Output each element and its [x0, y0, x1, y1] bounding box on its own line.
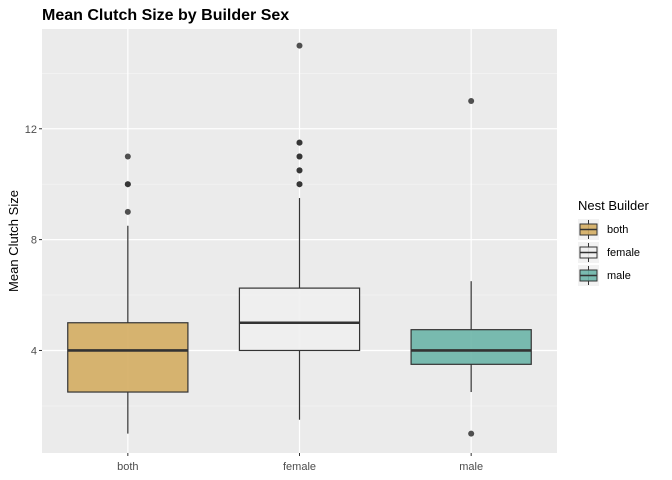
boxes-layer	[67, 42, 532, 437]
x-tick-label: both	[117, 461, 138, 473]
y-axis-title: Mean Clutch Size	[6, 190, 21, 292]
x-tick-label: female	[283, 461, 316, 473]
box-male	[410, 98, 532, 437]
outlier-point	[296, 167, 303, 174]
outlier-point	[124, 153, 131, 160]
legend-label: both	[607, 224, 628, 236]
chart-title: Mean Clutch Size by Builder Sex	[42, 7, 289, 24]
legend: Nest Builder both female male	[578, 198, 649, 286]
box-female	[238, 42, 361, 420]
outlier-point	[124, 208, 131, 215]
outlier-point	[296, 139, 303, 146]
box-iqr	[238, 287, 361, 352]
outlier-point	[468, 430, 475, 437]
outlier-point	[124, 181, 131, 188]
y-tick-label: 4	[31, 345, 37, 357]
outlier-point	[296, 181, 303, 188]
legend-label: male	[607, 270, 631, 282]
x-axis: both female male	[117, 453, 483, 473]
box-iqr	[67, 322, 189, 393]
y-axis: 4 8 12	[25, 124, 42, 357]
box-both	[67, 153, 189, 434]
outlier-point	[296, 42, 303, 49]
outlier-point	[296, 153, 303, 160]
box-iqr	[410, 329, 532, 365]
legend-label: female	[607, 247, 640, 259]
y-tick-label: 12	[25, 124, 37, 136]
y-tick-label: 8	[31, 235, 37, 247]
x-tick-label: male	[459, 461, 483, 473]
outlier-point	[468, 98, 475, 105]
legend-title: Nest Builder	[578, 198, 649, 213]
